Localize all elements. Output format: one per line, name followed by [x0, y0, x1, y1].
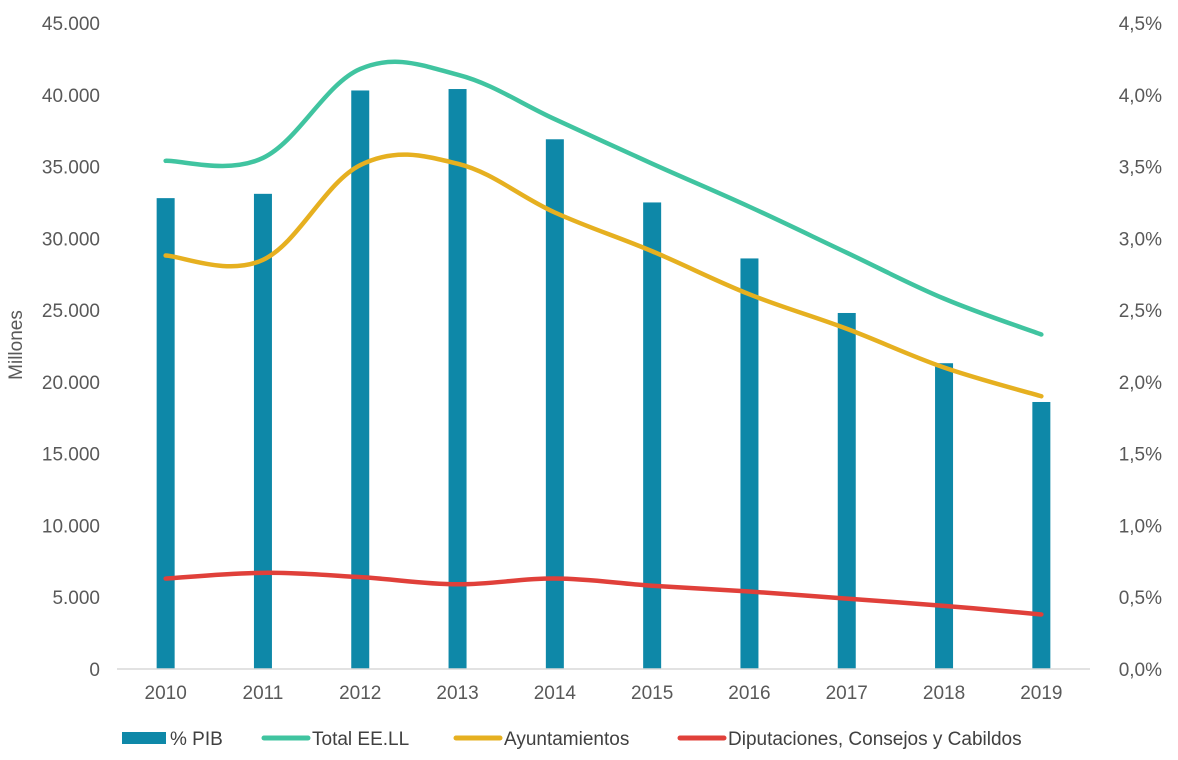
line-series [163, 59, 1044, 617]
y-tick-label: 15.000 [42, 445, 100, 466]
x-tick-label: 2015 [631, 683, 673, 704]
bar-pib-2017 [837, 312, 856, 669]
y-tick-label: 35.000 [42, 158, 100, 179]
y-axis-title: Millones [6, 310, 27, 380]
legend-item-total-eell: Total EE.LL [261, 729, 409, 750]
legend-swatch [122, 732, 166, 744]
legend-item-diputaciones: Diputaciones, Consejos y Cabildos [677, 729, 1022, 750]
x-tick-label: 2017 [826, 683, 868, 704]
y2-tick-label: 0,0% [1119, 660, 1162, 681]
x-axis: 2010 2011 2012 2013 2014 2015 2016 2017 2018 2019 [145, 683, 1063, 704]
y2-tick-label: 3,0% [1119, 229, 1162, 250]
y-axis-right: 0,0% 0,5% 1,0% 1,5% 2,0% 2,5% 3,0% 3,5% 4,0% 4,5% [1119, 14, 1162, 681]
x-tick-label: 2013 [436, 683, 478, 704]
legend-item-ayuntamientos: Ayuntamientos [453, 729, 629, 750]
y-tick-label: 0 [89, 660, 100, 681]
line-total-eell [163, 59, 1044, 337]
y2-tick-label: 0,5% [1119, 588, 1162, 609]
y-tick-label: 10.000 [42, 516, 100, 537]
y-tick-label: 45.000 [42, 14, 100, 35]
y-tick-label: 40.000 [42, 86, 100, 107]
x-tick-label: 2014 [534, 683, 577, 704]
bar-pib-2012 [351, 90, 370, 669]
x-tick-label: 2011 [243, 683, 284, 704]
x-tick-label: 2019 [1020, 683, 1062, 704]
bar-pib-2013 [448, 89, 467, 670]
y2-tick-label: 3,5% [1119, 158, 1162, 179]
line-ayuntamientos [163, 152, 1044, 399]
bar-series [156, 89, 1051, 670]
bar-pib-2011 [253, 193, 272, 669]
x-tick-label: 2012 [339, 683, 381, 704]
y2-tick-label: 1,0% [1119, 516, 1162, 537]
x-tick-label: 2016 [728, 683, 770, 704]
legend-label: Diputaciones, Consejos y Cabildos [728, 729, 1022, 750]
legend-item-pib: % PIB [122, 729, 223, 750]
legend-label: Ayuntamientos [504, 729, 629, 750]
y-tick-label: 20.000 [42, 373, 100, 394]
bar-pib-2016 [740, 258, 759, 669]
y-tick-label: 25.000 [42, 301, 100, 322]
y2-tick-label: 2,5% [1119, 301, 1162, 322]
legend-label: Total EE.LL [312, 729, 409, 750]
bar-pib-2019 [1032, 401, 1051, 669]
y-axis-left: 0 5.000 10.000 15.000 20.000 25.000 30.000 35.0… [42, 14, 100, 681]
bar-pib-2015 [643, 202, 662, 669]
line-diputaciones [163, 570, 1044, 617]
y2-tick-label: 4,0% [1119, 86, 1162, 107]
bar-pib-2010 [156, 198, 175, 670]
legend-label: % PIB [170, 729, 223, 750]
legend: % PIB Total EE.LL Ayuntamientos Diputacione… [122, 729, 1022, 750]
y2-tick-label: 2,0% [1119, 373, 1162, 394]
y2-tick-label: 1,5% [1119, 445, 1162, 466]
y-tick-label: 30.000 [42, 229, 100, 250]
y-tick-label: 5.000 [52, 588, 100, 609]
y2-tick-label: 4,5% [1119, 14, 1162, 35]
x-tick-label: 2010 [145, 683, 187, 704]
bar-pib-2018 [935, 363, 954, 669]
bar-pib-2014 [545, 139, 564, 669]
x-tick-label: 2018 [923, 683, 965, 704]
